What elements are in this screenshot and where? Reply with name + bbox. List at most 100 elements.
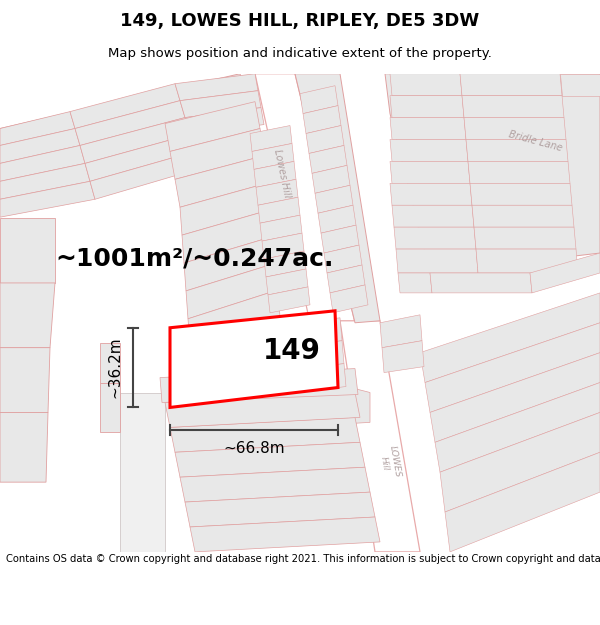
Text: Contains OS data © Crown copyright and database right 2021. This information is : Contains OS data © Crown copyright and d… bbox=[6, 554, 600, 564]
Polygon shape bbox=[165, 392, 360, 428]
Polygon shape bbox=[324, 245, 362, 273]
Polygon shape bbox=[430, 352, 600, 442]
Polygon shape bbox=[315, 185, 353, 213]
Polygon shape bbox=[390, 183, 472, 205]
Polygon shape bbox=[312, 166, 350, 193]
Polygon shape bbox=[460, 74, 562, 96]
Polygon shape bbox=[394, 227, 476, 249]
Polygon shape bbox=[100, 342, 120, 382]
Polygon shape bbox=[0, 74, 255, 193]
Polygon shape bbox=[440, 412, 600, 512]
Polygon shape bbox=[318, 205, 356, 233]
Polygon shape bbox=[266, 269, 308, 295]
Polygon shape bbox=[435, 382, 600, 472]
Polygon shape bbox=[185, 492, 375, 527]
Polygon shape bbox=[560, 74, 600, 96]
Text: Bridle Lane: Bridle Lane bbox=[507, 129, 563, 154]
Polygon shape bbox=[185, 107, 264, 134]
Polygon shape bbox=[175, 442, 365, 477]
Polygon shape bbox=[0, 348, 50, 413]
Text: Map shows position and indicative extent of the property.: Map shows position and indicative extent… bbox=[108, 47, 492, 59]
Polygon shape bbox=[0, 129, 80, 163]
Polygon shape bbox=[295, 74, 380, 322]
Polygon shape bbox=[255, 74, 355, 322]
Polygon shape bbox=[186, 263, 278, 319]
Polygon shape bbox=[170, 418, 360, 452]
Polygon shape bbox=[100, 382, 120, 432]
Polygon shape bbox=[330, 285, 368, 312]
Polygon shape bbox=[268, 287, 310, 312]
Polygon shape bbox=[321, 225, 359, 253]
Polygon shape bbox=[0, 129, 80, 213]
Polygon shape bbox=[445, 452, 600, 552]
Polygon shape bbox=[390, 74, 462, 96]
Polygon shape bbox=[470, 183, 572, 205]
Polygon shape bbox=[462, 96, 564, 118]
Polygon shape bbox=[300, 318, 342, 346]
Polygon shape bbox=[390, 96, 464, 118]
Polygon shape bbox=[306, 126, 344, 153]
Polygon shape bbox=[472, 205, 574, 227]
Polygon shape bbox=[80, 118, 190, 163]
Polygon shape bbox=[302, 341, 344, 369]
Polygon shape bbox=[160, 369, 358, 402]
Polygon shape bbox=[175, 156, 270, 208]
Polygon shape bbox=[340, 321, 420, 552]
Polygon shape bbox=[304, 364, 346, 391]
Polygon shape bbox=[120, 392, 165, 552]
Polygon shape bbox=[0, 146, 85, 181]
Polygon shape bbox=[382, 341, 424, 372]
Polygon shape bbox=[390, 161, 470, 183]
Polygon shape bbox=[182, 209, 274, 263]
Polygon shape bbox=[184, 236, 276, 291]
Polygon shape bbox=[309, 146, 347, 173]
Polygon shape bbox=[390, 118, 466, 139]
Text: Lowes Hill: Lowes Hill bbox=[272, 148, 292, 199]
Polygon shape bbox=[380, 315, 422, 348]
Polygon shape bbox=[188, 290, 280, 347]
Polygon shape bbox=[85, 134, 195, 181]
Polygon shape bbox=[170, 129, 265, 179]
Polygon shape bbox=[468, 161, 570, 183]
Polygon shape bbox=[425, 322, 600, 412]
Polygon shape bbox=[70, 84, 180, 129]
Polygon shape bbox=[392, 205, 474, 227]
Polygon shape bbox=[390, 139, 468, 161]
Polygon shape bbox=[175, 74, 258, 101]
Polygon shape bbox=[170, 311, 338, 408]
Polygon shape bbox=[430, 273, 532, 293]
Text: 149: 149 bbox=[263, 337, 321, 364]
Polygon shape bbox=[464, 118, 566, 139]
Polygon shape bbox=[264, 251, 306, 277]
Polygon shape bbox=[303, 106, 341, 134]
Polygon shape bbox=[466, 139, 568, 161]
Polygon shape bbox=[165, 102, 260, 151]
Polygon shape bbox=[180, 91, 261, 118]
Polygon shape bbox=[0, 283, 55, 348]
Polygon shape bbox=[530, 253, 600, 293]
Polygon shape bbox=[396, 249, 478, 273]
Polygon shape bbox=[180, 468, 370, 502]
Polygon shape bbox=[300, 86, 338, 114]
Text: ~36.2m: ~36.2m bbox=[107, 337, 122, 398]
Polygon shape bbox=[190, 517, 380, 552]
Polygon shape bbox=[0, 412, 48, 482]
Polygon shape bbox=[260, 215, 302, 241]
Polygon shape bbox=[194, 371, 370, 432]
Polygon shape bbox=[252, 144, 294, 169]
Polygon shape bbox=[75, 101, 185, 146]
Polygon shape bbox=[385, 74, 600, 273]
Polygon shape bbox=[474, 227, 576, 249]
Polygon shape bbox=[256, 179, 298, 205]
Polygon shape bbox=[258, 198, 300, 223]
Polygon shape bbox=[180, 182, 272, 235]
Polygon shape bbox=[0, 163, 90, 199]
Text: 149, LOWES HILL, RIPLEY, DE5 3DW: 149, LOWES HILL, RIPLEY, DE5 3DW bbox=[121, 12, 479, 29]
Polygon shape bbox=[476, 249, 578, 273]
Text: ~1001m²/~0.247ac.: ~1001m²/~0.247ac. bbox=[56, 246, 334, 270]
Polygon shape bbox=[0, 181, 95, 217]
Polygon shape bbox=[254, 161, 296, 188]
Text: ~66.8m: ~66.8m bbox=[223, 441, 285, 456]
Polygon shape bbox=[420, 293, 600, 382]
Polygon shape bbox=[190, 317, 282, 374]
